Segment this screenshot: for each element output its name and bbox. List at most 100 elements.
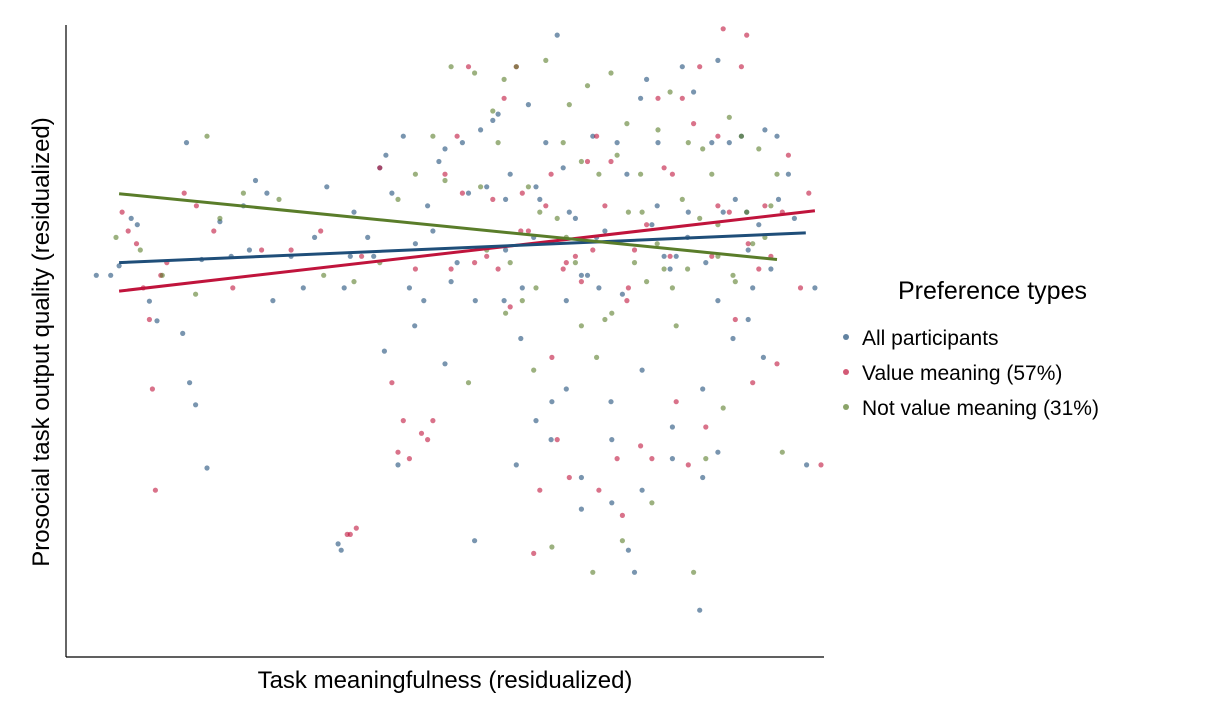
data-point	[649, 222, 655, 228]
data-point	[525, 184, 532, 190]
data-point	[703, 260, 709, 266]
data-point	[341, 285, 347, 291]
data-point	[673, 399, 679, 405]
data-point	[578, 158, 585, 165]
data-point	[183, 140, 190, 146]
data-point	[549, 544, 555, 550]
data-point	[193, 203, 199, 209]
data-point	[490, 108, 496, 114]
data-point	[732, 316, 738, 323]
data-point	[661, 266, 667, 272]
data-point	[625, 285, 632, 291]
data-point	[715, 133, 721, 139]
data-point	[644, 222, 650, 228]
data-point	[818, 462, 824, 468]
data-point	[412, 171, 418, 177]
data-point	[406, 456, 412, 462]
data-point	[614, 152, 620, 158]
data-point	[412, 241, 418, 247]
data-point	[654, 241, 660, 247]
data-point	[146, 316, 152, 323]
data-point	[549, 399, 555, 405]
data-point	[566, 209, 572, 215]
trend-line-value-meaning	[118, 209, 816, 293]
data-point	[478, 184, 484, 190]
data-point	[596, 171, 602, 177]
data-point	[572, 215, 579, 221]
data-point	[116, 263, 122, 269]
data-point	[448, 266, 454, 272]
data-point	[785, 171, 792, 177]
data-point	[602, 203, 608, 209]
data-point	[395, 462, 401, 468]
data-point	[324, 184, 330, 190]
data-point	[726, 209, 732, 215]
data-point	[744, 209, 750, 215]
data-point	[246, 247, 252, 253]
data-point	[288, 247, 294, 253]
data-point	[715, 57, 721, 64]
data-point	[389, 380, 395, 386]
data-point	[501, 95, 507, 101]
legend-marker	[843, 369, 849, 375]
data-point	[525, 228, 532, 234]
data-point	[806, 190, 812, 196]
data-point	[700, 146, 706, 152]
legend-marker	[843, 334, 849, 340]
data-point	[495, 111, 501, 117]
data-point	[430, 133, 436, 139]
data-point	[501, 298, 507, 304]
data-point	[180, 330, 186, 336]
data-point	[644, 279, 650, 285]
data-point	[484, 253, 490, 259]
data-point	[137, 247, 143, 253]
data-point	[181, 190, 187, 196]
data-point	[513, 64, 519, 70]
data-point	[804, 462, 810, 468]
data-point	[602, 316, 608, 323]
legend-item-all-participants: All participants	[843, 327, 999, 350]
data-point	[442, 171, 448, 177]
data-point	[596, 285, 602, 291]
data-point	[430, 228, 436, 234]
data-point	[149, 386, 155, 392]
series-value-meaning-points	[119, 26, 824, 557]
data-point	[791, 215, 798, 221]
data-point	[774, 171, 780, 177]
data-point	[760, 354, 767, 360]
data-point	[442, 146, 448, 152]
data-point	[108, 272, 114, 278]
data-point	[548, 437, 554, 443]
data-point	[667, 253, 673, 259]
data-point	[548, 171, 554, 177]
data-point	[533, 418, 539, 424]
data-point	[537, 196, 543, 202]
data-point	[691, 89, 697, 95]
data-point	[590, 133, 596, 139]
data-point	[270, 298, 276, 304]
data-point	[679, 64, 685, 70]
data-point	[732, 196, 738, 202]
data-point	[400, 418, 406, 424]
data-point	[730, 335, 736, 342]
data-point	[726, 140, 732, 146]
data-point	[745, 247, 751, 253]
data-point	[572, 260, 579, 266]
data-point	[631, 260, 638, 266]
data-point	[204, 133, 210, 139]
data-point	[563, 260, 569, 266]
data-point	[669, 456, 676, 462]
points-layer	[93, 26, 824, 613]
data-point	[631, 569, 638, 575]
data-point	[649, 456, 655, 462]
data-point	[533, 184, 539, 190]
data-point	[730, 272, 736, 278]
data-point	[638, 443, 644, 449]
data-point	[685, 140, 691, 146]
data-point	[448, 279, 454, 285]
data-point	[669, 285, 676, 291]
data-point	[700, 386, 706, 392]
data-point	[624, 171, 630, 177]
data-point	[543, 203, 549, 209]
data-point	[584, 158, 591, 165]
